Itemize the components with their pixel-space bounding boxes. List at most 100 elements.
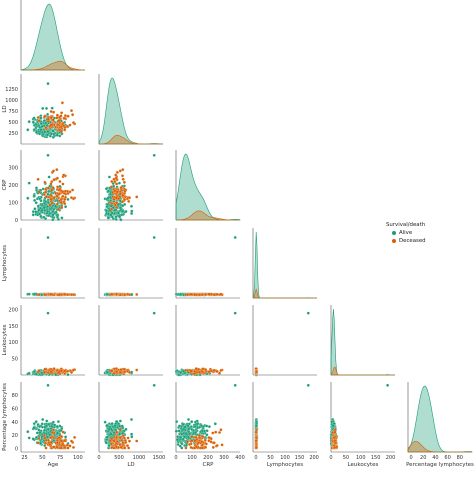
point-deceased <box>189 369 193 373</box>
point-deceased <box>69 439 73 443</box>
point-deceased <box>60 206 64 210</box>
point-alive <box>152 311 156 315</box>
ytick-label: 750 <box>8 109 18 115</box>
point-alive <box>42 201 46 205</box>
point-alive <box>55 425 59 429</box>
point-alive <box>56 420 60 424</box>
point-deceased <box>55 176 59 180</box>
point-alive <box>130 435 134 439</box>
point-alive <box>34 122 38 126</box>
x-axis-label: LD <box>127 462 134 468</box>
kde-deceased <box>330 366 395 376</box>
point-alive <box>27 292 31 296</box>
x-axis-label: Lymphocytes <box>267 462 303 468</box>
point-deceased <box>55 445 59 449</box>
point-deceased <box>42 193 46 197</box>
point-deceased <box>37 436 41 440</box>
ytick-label: 20 <box>12 433 18 439</box>
point-alive <box>46 236 50 240</box>
panel-leukocytes-vs-crp <box>174 305 240 377</box>
ytick-label: 150 <box>8 324 18 330</box>
point-deceased <box>121 193 125 197</box>
kde-alive <box>175 153 241 221</box>
point-deceased <box>71 188 75 192</box>
xtick-label: 20 <box>420 455 426 461</box>
point-alive <box>27 371 31 375</box>
point-deceased <box>56 123 60 127</box>
xtick-label: 50 <box>39 455 45 461</box>
point-alive <box>50 424 54 428</box>
point-deceased <box>200 293 204 297</box>
ytick-label: 100 <box>8 200 18 206</box>
point-deceased <box>110 292 114 296</box>
point-alive <box>31 437 35 441</box>
point-deceased <box>121 177 125 181</box>
point-deceased <box>204 445 208 449</box>
point-deceased <box>49 116 53 120</box>
point-deceased <box>110 180 114 184</box>
point-deceased <box>118 370 122 374</box>
point-deceased <box>204 368 208 372</box>
point-alive <box>233 383 237 387</box>
point-alive <box>41 106 45 110</box>
point-alive <box>233 311 237 315</box>
point-deceased <box>201 367 205 371</box>
point-deceased <box>109 442 113 446</box>
point-alive <box>177 429 181 433</box>
point-alive <box>46 427 50 431</box>
ytick-label: 500 <box>8 120 18 126</box>
point-deceased <box>51 186 55 190</box>
point-alive <box>39 116 43 120</box>
point-deceased <box>123 189 127 193</box>
xtick-label: 0 <box>254 455 257 461</box>
point-deceased <box>110 446 114 450</box>
point-deceased <box>110 369 114 373</box>
point-deceased <box>43 441 47 445</box>
point-deceased <box>121 441 125 445</box>
xtick-label: 200 <box>386 455 396 461</box>
point-alive <box>46 201 50 205</box>
point-alive <box>32 128 36 132</box>
point-deceased <box>49 182 53 186</box>
point-deceased <box>215 444 219 448</box>
point-alive <box>186 424 190 428</box>
point-alive <box>51 213 55 217</box>
point-alive <box>38 132 42 136</box>
ytick-label: 80 <box>12 393 18 399</box>
point-deceased <box>188 443 192 447</box>
point-deceased <box>71 121 75 125</box>
point-alive <box>178 444 182 448</box>
point-alive <box>45 435 49 439</box>
point-alive <box>124 210 128 214</box>
point-alive <box>46 130 50 134</box>
point-deceased <box>126 436 130 440</box>
point-deceased <box>48 203 52 207</box>
point-alive <box>46 383 50 387</box>
point-deceased <box>218 371 222 375</box>
point-deceased <box>51 118 55 122</box>
ytick-label: 250 <box>8 131 18 137</box>
point-alive <box>105 205 109 209</box>
point-deceased <box>200 443 204 447</box>
y-axis-label: Percentage lymphocytes <box>2 383 8 451</box>
point-alive <box>47 175 51 179</box>
point-alive <box>32 426 36 430</box>
point-alive <box>106 212 110 216</box>
kde-alive <box>20 3 85 71</box>
point-alive <box>103 420 107 424</box>
point-deceased <box>71 113 75 117</box>
y-axis-label: CRP <box>2 179 8 191</box>
point-deceased <box>135 439 139 443</box>
legend-marker-deceased <box>392 239 396 243</box>
panel-lymphocytes-vs-crp <box>174 228 240 299</box>
point-alive <box>31 213 35 217</box>
point-deceased <box>123 293 127 297</box>
point-deceased <box>69 109 73 113</box>
point-alive <box>40 208 44 212</box>
xtick-label: 150 <box>295 455 305 461</box>
point-deceased <box>114 173 118 177</box>
xtick-label: 75 <box>57 455 63 461</box>
point-alive <box>386 383 390 387</box>
point-alive <box>118 419 122 423</box>
point-alive <box>190 420 194 424</box>
